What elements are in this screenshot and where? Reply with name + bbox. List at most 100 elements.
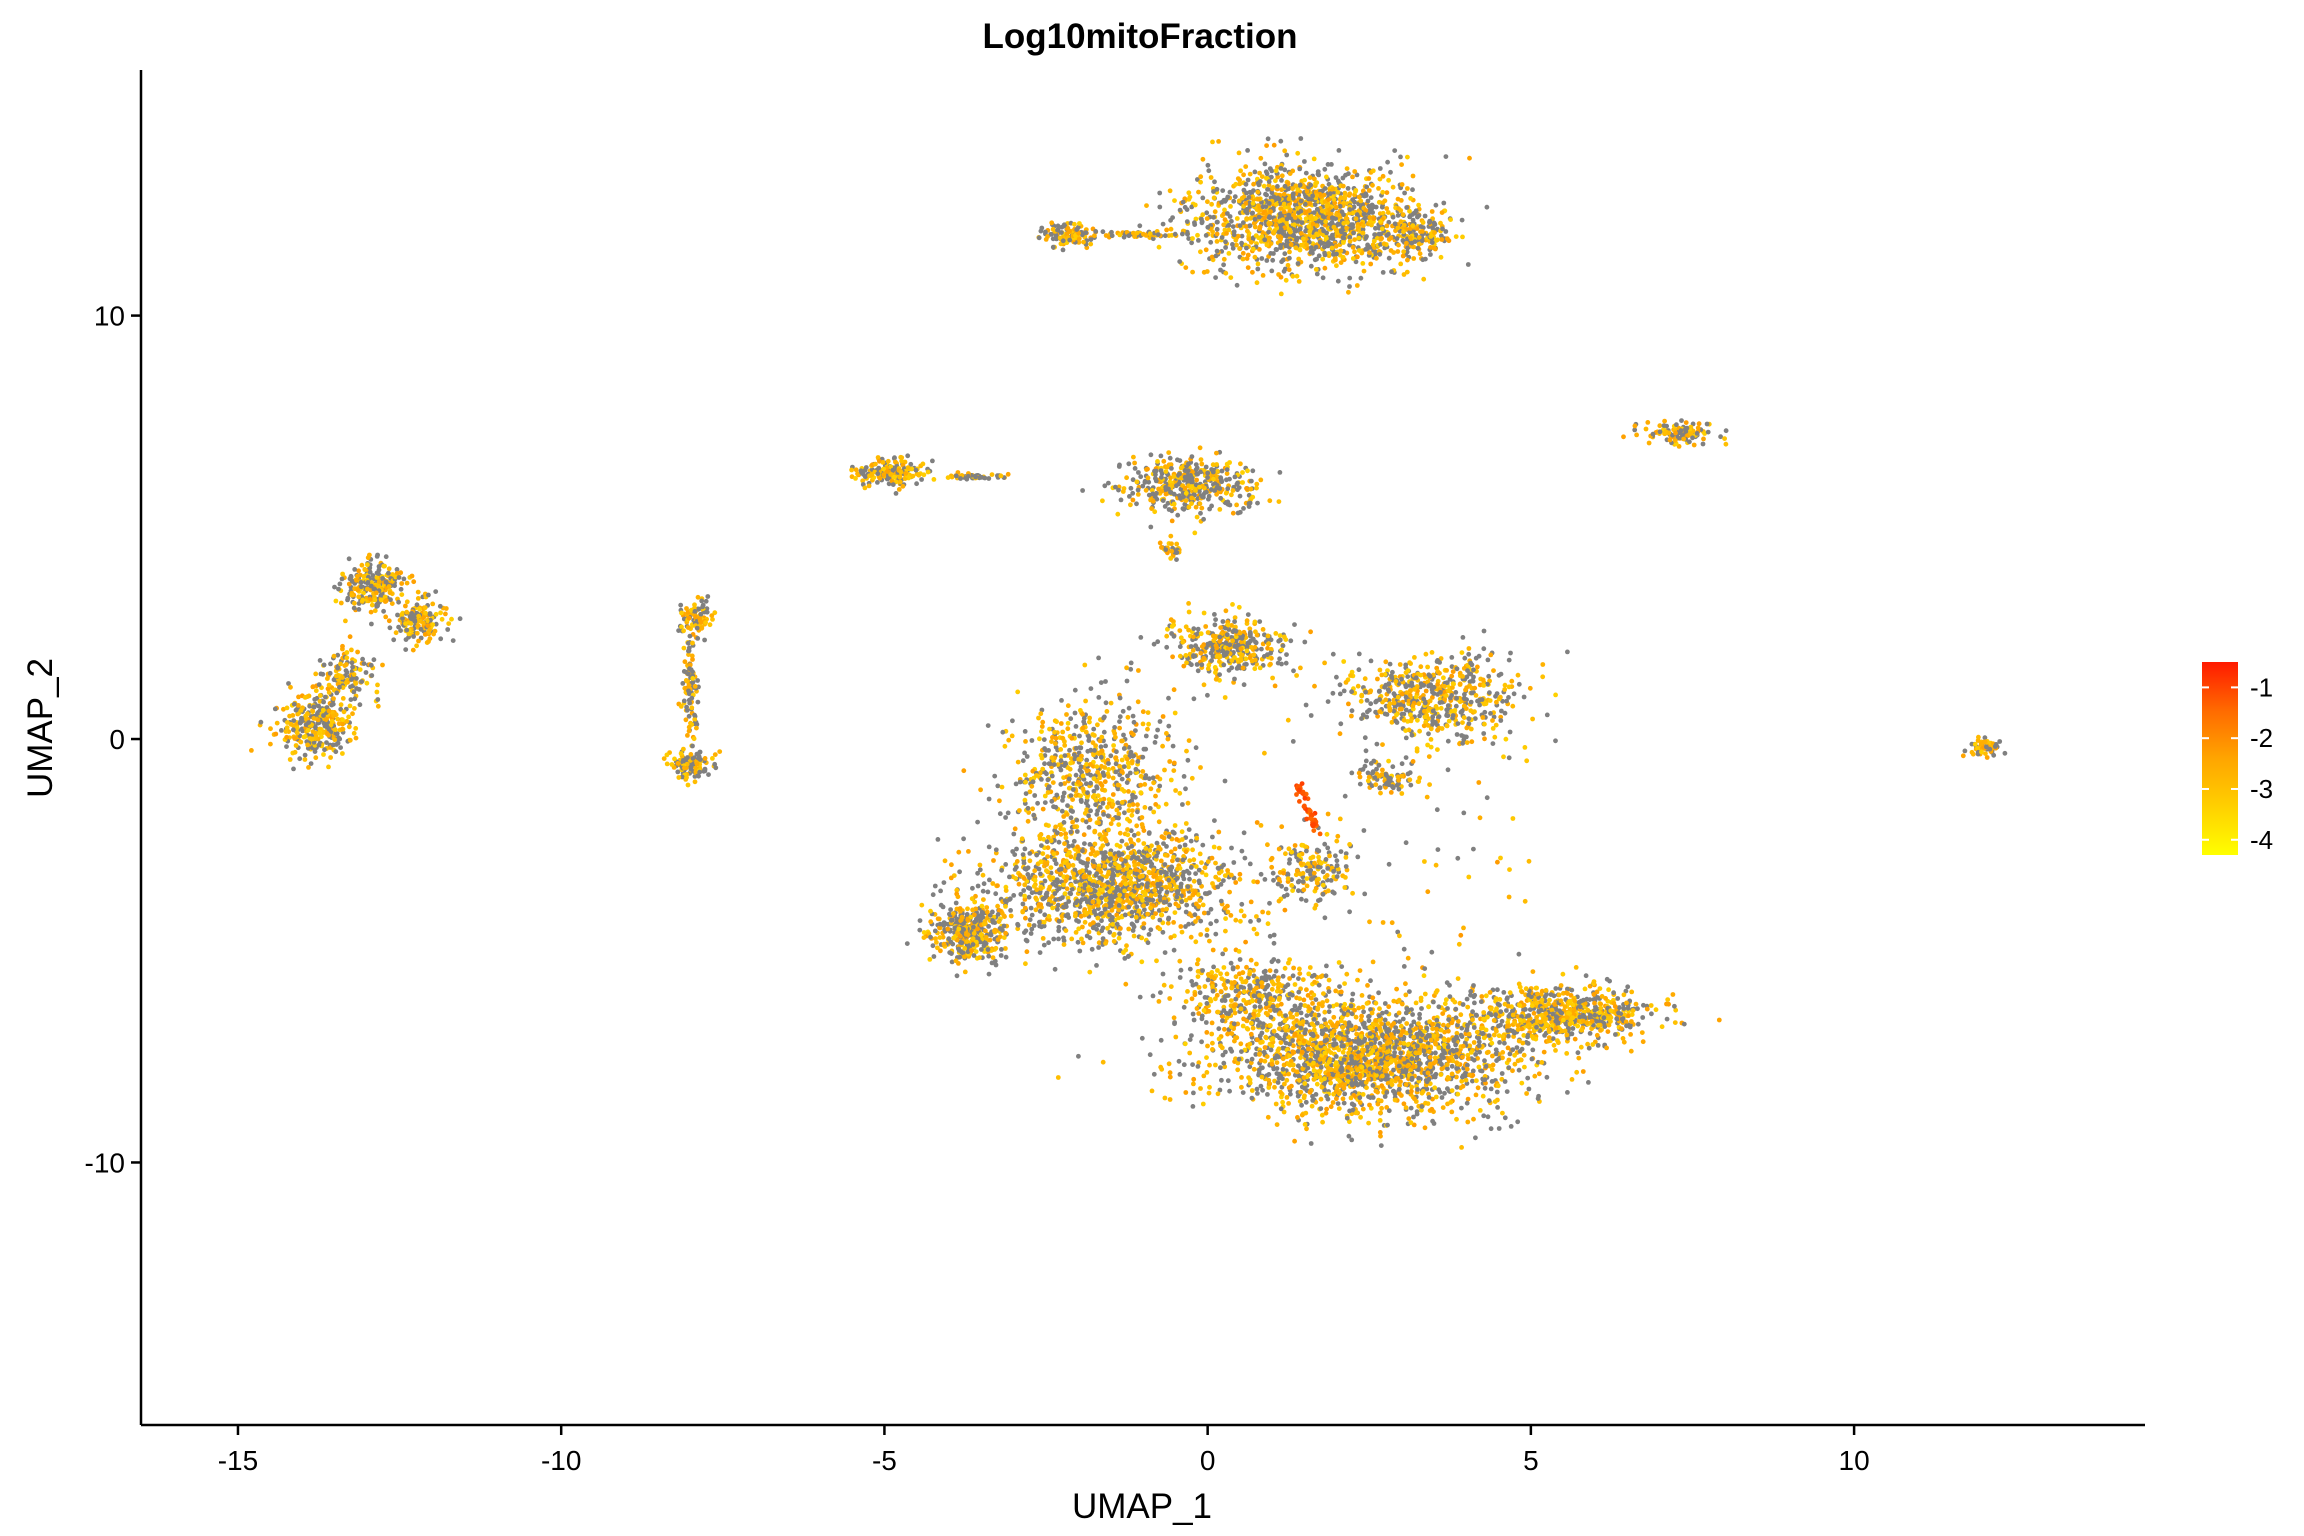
data-point — [349, 592, 355, 598]
data-point — [1302, 639, 1308, 645]
data-point — [1398, 219, 1404, 225]
data-point — [684, 606, 689, 611]
data-point — [1400, 212, 1406, 218]
data-point — [1255, 189, 1261, 195]
data-point — [1481, 731, 1487, 736]
data-point — [1252, 666, 1258, 672]
data-point — [1410, 223, 1416, 229]
data-point — [1287, 171, 1293, 177]
data-point — [1282, 183, 1288, 189]
data-point — [369, 602, 375, 608]
data-point — [1243, 208, 1248, 214]
data-point — [352, 706, 357, 711]
data-point — [340, 643, 345, 649]
data-point — [1129, 812, 1135, 818]
data-point — [1214, 645, 1220, 651]
data-point — [1244, 245, 1249, 251]
data-point — [1301, 236, 1306, 242]
data-point — [1387, 701, 1393, 706]
data-point — [1359, 716, 1364, 721]
data-point — [337, 581, 343, 587]
data-point — [422, 605, 428, 611]
data-point — [1209, 658, 1214, 663]
data-point — [1216, 139, 1221, 144]
data-point — [1005, 471, 1011, 477]
data-point — [1401, 222, 1407, 228]
data-point — [368, 609, 374, 615]
data-point — [1427, 220, 1432, 225]
data-point — [443, 611, 448, 617]
data-point — [1286, 196, 1292, 202]
data-point — [1472, 709, 1477, 715]
data-point — [1410, 173, 1416, 179]
data-point — [1464, 685, 1470, 690]
data-point — [702, 637, 707, 643]
data-point — [1213, 617, 1218, 622]
data-point — [931, 477, 937, 482]
data-point — [430, 622, 436, 628]
data-point — [707, 622, 713, 628]
data-point — [1158, 468, 1164, 473]
data-point — [1153, 476, 1158, 481]
data-point — [1151, 809, 1157, 815]
data-point — [1347, 242, 1352, 248]
data-point — [1427, 698, 1433, 704]
data-point — [1679, 418, 1684, 423]
data-point — [1365, 244, 1371, 249]
data-point — [346, 724, 352, 730]
data-point — [1350, 256, 1356, 261]
data-point — [1168, 617, 1174, 623]
data-point — [1180, 231, 1185, 237]
data-point — [1169, 631, 1174, 636]
data-point — [306, 765, 311, 770]
data-point — [1308, 182, 1313, 188]
data-point — [910, 473, 916, 479]
data-point — [853, 476, 858, 481]
data-point — [1297, 247, 1303, 253]
data-point — [342, 663, 348, 668]
data-point — [1074, 227, 1080, 233]
data-point — [1143, 733, 1149, 739]
data-point — [328, 755, 333, 760]
data-point — [1213, 676, 1219, 682]
data-point — [1465, 262, 1471, 267]
data-point — [349, 677, 354, 682]
data-point — [1250, 468, 1256, 474]
data-point — [1244, 486, 1249, 491]
data-point — [1183, 624, 1189, 630]
data-point — [409, 611, 415, 616]
data-point — [1088, 237, 1094, 243]
data-point — [1279, 173, 1285, 179]
data-point — [348, 574, 354, 580]
data-point — [1245, 468, 1250, 474]
data-point — [1093, 229, 1099, 234]
data-point — [681, 746, 686, 752]
data-point — [1360, 261, 1366, 266]
data-point — [396, 599, 401, 605]
data-point — [1002, 743, 1008, 749]
data-point — [1061, 790, 1067, 796]
data-point — [1146, 721, 1151, 727]
data-point — [1214, 239, 1220, 244]
data-point — [1194, 477, 1199, 483]
data-point — [862, 474, 868, 480]
data-point — [1156, 244, 1162, 250]
data-point — [1379, 236, 1384, 241]
data-point — [1231, 628, 1237, 633]
data-point — [1204, 216, 1210, 222]
data-point — [1466, 651, 1472, 657]
data-point — [1047, 726, 1052, 732]
data-point — [1368, 701, 1374, 707]
data-point — [686, 697, 692, 703]
data-point — [1453, 703, 1459, 709]
data-point — [353, 726, 359, 731]
data-point — [1984, 744, 1989, 750]
data-point — [1341, 659, 1347, 664]
data-point — [945, 475, 951, 480]
data-point — [1401, 229, 1406, 235]
data-point — [1329, 162, 1334, 167]
data-point — [1211, 189, 1216, 194]
data-point — [403, 647, 409, 652]
data-point — [1035, 800, 1040, 806]
data-point — [1166, 723, 1172, 729]
